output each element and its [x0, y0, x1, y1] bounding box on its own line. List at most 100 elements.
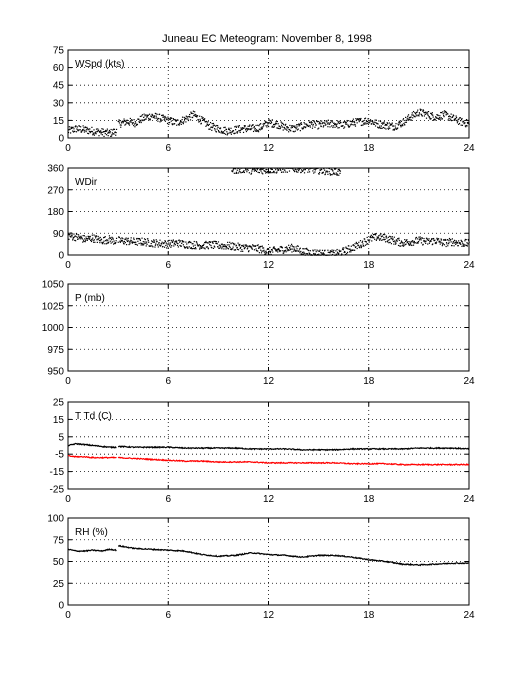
data-point	[172, 240, 174, 242]
data-point	[292, 246, 294, 248]
data-point	[241, 167, 243, 169]
data-point	[102, 128, 104, 130]
data-point	[166, 119, 168, 121]
data-point	[240, 172, 242, 174]
data-point	[327, 173, 329, 175]
data-point	[389, 241, 391, 243]
data-point	[397, 127, 399, 129]
data-point	[309, 168, 311, 170]
data-point	[349, 125, 351, 128]
data-point	[238, 244, 240, 246]
data-point	[171, 123, 173, 125]
data-point	[381, 239, 383, 241]
data-point	[399, 123, 401, 125]
data-point	[72, 130, 74, 132]
data-point	[108, 129, 111, 132]
data-point	[280, 250, 282, 252]
data-point	[312, 125, 314, 127]
data-point	[283, 251, 285, 253]
data-point	[407, 243, 410, 245]
data-point	[432, 237, 435, 240]
data-point	[143, 119, 146, 121]
data-point	[104, 236, 106, 238]
data-point	[359, 240, 362, 242]
data-point	[115, 237, 118, 239]
data-point	[277, 127, 279, 129]
data-point	[366, 243, 369, 245]
data-point	[296, 169, 298, 171]
data-point	[196, 116, 198, 118]
data-point	[207, 124, 210, 127]
data-point	[254, 168, 256, 170]
data-point	[382, 122, 384, 124]
data-point	[282, 129, 284, 131]
data-point	[230, 133, 233, 135]
data-point	[265, 250, 267, 252]
data-point	[448, 115, 450, 118]
x-tick-label: 24	[463, 376, 475, 387]
data-point	[140, 244, 142, 246]
data-point	[68, 126, 70, 128]
data-point	[173, 243, 175, 245]
data-point	[293, 169, 295, 172]
data-point	[385, 124, 387, 126]
data-point	[247, 128, 249, 130]
data-point	[409, 241, 411, 243]
data-point	[92, 239, 94, 241]
data-point	[355, 241, 357, 244]
data-point	[384, 123, 387, 126]
data-point	[246, 245, 248, 247]
data-point	[329, 126, 331, 128]
data-point	[179, 240, 182, 242]
data-point	[225, 128, 228, 131]
y-tick-label: 60	[53, 63, 65, 74]
data-point	[384, 127, 386, 129]
data-point	[334, 123, 337, 125]
data-point	[291, 251, 293, 253]
data-point	[392, 239, 394, 241]
data-point	[152, 241, 154, 243]
data-point	[435, 242, 437, 245]
data-point	[256, 250, 258, 252]
data-point	[87, 133, 90, 135]
data-point	[370, 120, 372, 122]
data-point	[263, 251, 266, 253]
data-point	[268, 248, 270, 250]
data-point	[106, 130, 108, 132]
data-point	[278, 125, 281, 127]
data-point	[431, 112, 433, 114]
data-point	[318, 173, 320, 175]
data-point	[163, 242, 165, 244]
data-point	[299, 124, 301, 126]
data-point	[208, 241, 210, 243]
data-point	[424, 112, 426, 114]
data-point	[243, 127, 245, 129]
data-point	[232, 242, 235, 245]
data-point	[311, 127, 314, 129]
data-point	[344, 253, 347, 256]
data-point	[299, 247, 301, 249]
data-point	[124, 124, 126, 126]
data-point	[168, 242, 170, 244]
data-point	[185, 121, 187, 123]
data-point	[183, 241, 185, 243]
data-point	[204, 241, 207, 244]
data-point	[170, 246, 172, 248]
data-point	[349, 249, 352, 251]
data-point	[321, 123, 323, 125]
data-point	[328, 167, 331, 170]
data-point	[429, 117, 431, 119]
data-point	[247, 125, 249, 127]
data-point	[317, 250, 319, 252]
data-point	[126, 119, 129, 121]
data-point	[323, 122, 325, 124]
data-point	[202, 117, 204, 119]
data-point	[298, 250, 300, 252]
data-point	[306, 253, 309, 255]
data-point	[326, 170, 328, 172]
data-point	[436, 117, 438, 119]
data-point	[245, 244, 247, 246]
data-point	[451, 238, 453, 240]
data-point	[171, 245, 173, 247]
data-point	[178, 124, 180, 126]
